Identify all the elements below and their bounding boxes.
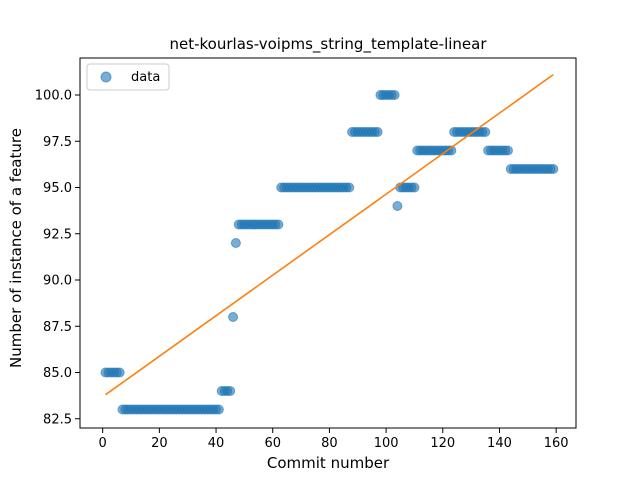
x-tick-label: 80 xyxy=(321,436,338,451)
y-axis-label: Number of instance of a feature xyxy=(7,128,25,368)
legend-marker xyxy=(100,71,112,83)
data-point xyxy=(213,404,224,415)
y-tick-label: 85.0 xyxy=(43,366,72,381)
data-point xyxy=(230,238,241,248)
y-axis: 82.5 85.0 87.5 90.0 92.5 95.0 97.5 100.0 xyxy=(35,89,80,427)
plot-area xyxy=(100,73,559,415)
data-point xyxy=(344,182,355,193)
data-point xyxy=(389,90,400,100)
x-tick-label: 160 xyxy=(544,436,569,451)
legend-box xyxy=(86,63,170,91)
x-tick-label: 100 xyxy=(374,436,399,451)
y-tick-label: 97.5 xyxy=(43,135,72,150)
y-tick-label: 95.0 xyxy=(43,181,72,196)
legend-entry-data: data xyxy=(131,70,160,85)
x-axis-label: Commit number xyxy=(267,454,390,472)
data-point xyxy=(502,145,513,156)
y-tick-label: 90.0 xyxy=(43,274,72,289)
x-tick-label: 60 xyxy=(264,436,281,451)
x-axis: 0 20 40 60 80 100 120 140 160 xyxy=(99,428,569,451)
legend: data xyxy=(86,63,170,91)
x-tick-label: 0 xyxy=(99,436,107,451)
fit-line xyxy=(105,73,554,396)
data-point xyxy=(548,164,559,174)
data-point xyxy=(114,367,125,378)
chart-title: net-kourlas-voipms_string_template-linea… xyxy=(170,35,488,54)
x-tick-label: 40 xyxy=(208,436,225,451)
data-point xyxy=(228,312,239,322)
data-point xyxy=(273,219,284,230)
data-point xyxy=(409,182,420,193)
x-tick-label: 120 xyxy=(430,436,455,451)
data-point xyxy=(392,201,403,211)
data-point xyxy=(225,386,236,396)
y-tick-label: 82.5 xyxy=(43,412,72,427)
data-point xyxy=(480,127,491,137)
y-tick-label: 87.5 xyxy=(43,320,72,335)
y-tick-label: 100.0 xyxy=(35,89,72,104)
axes-frame xyxy=(79,57,577,429)
x-tick-label: 140 xyxy=(487,436,512,451)
x-tick-label: 20 xyxy=(151,436,168,451)
y-tick-label: 92.5 xyxy=(43,227,72,242)
data-point xyxy=(372,127,383,137)
